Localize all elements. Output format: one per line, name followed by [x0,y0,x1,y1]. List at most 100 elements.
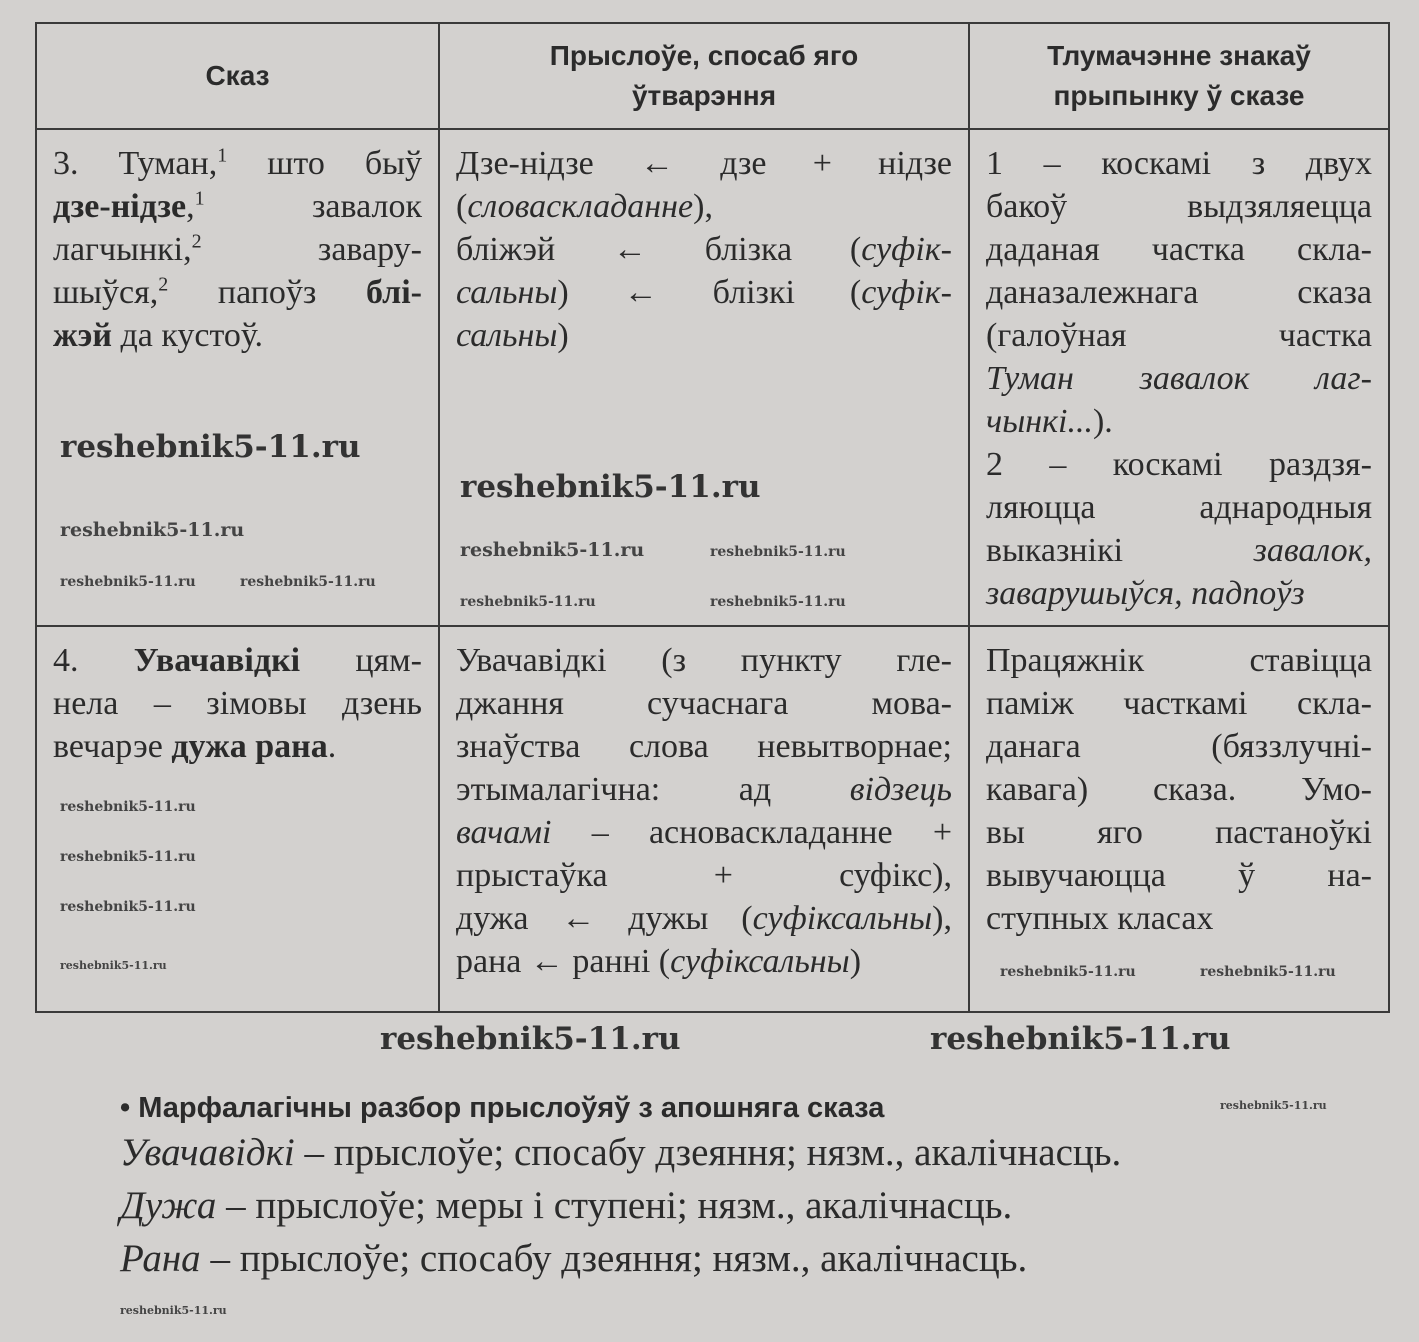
watermark: reshebnik5-11.ru [120,1304,227,1317]
text-segment: рана ← ранні ( [456,943,671,980]
text-segment: суфіксальны [752,900,933,937]
text-line: даназалежнага сказа [986,271,1372,314]
text-segment: 3. Туман, [53,145,218,182]
watermark: reshebnik5-11.ru [60,849,196,865]
text-line: прыстаўка + суфікс), [456,854,952,897]
text-segment: сальны [456,317,558,354]
text-segment: Увачавідкі (з пункту гле- [456,642,952,679]
text-segment: – асноваскладанне + [551,814,952,851]
text-segment: . [327,728,337,765]
table-row: 4. Увачавідкі цям-нела – зімовы дзень веч… [35,625,1390,1013]
text-line: 3. Туман,1 што быў [53,142,422,185]
text-segment: кавага) сказа. Умо- [986,771,1372,808]
header-punctuation: Тлумачэнне знакаў прыпынку ў сказе [968,22,1390,130]
watermark: reshebnik5-11.ru [1220,1099,1327,1112]
text-line: вы яго пастаноўкі [986,811,1372,854]
text-line: жэй да кустоў. [53,314,422,357]
text-segment: лагчынкі, [53,231,192,268]
text-segment: данага (бяззлучні- [986,728,1372,765]
text-segment: вывучаюцца ў на- [986,857,1372,894]
watermark: reshebnik5-11.ru [60,799,196,815]
text-segment: выказнікі [986,532,1254,569]
text-line: 1 – коскамі з двух [986,142,1372,185]
text-line: джання сучаснага мова- [456,682,952,725]
text-line: дужа ← дужы (суфіксальны), [456,897,952,940]
text-segment: вечарэе [53,728,172,765]
watermark: reshebnik5-11.ru [60,959,167,972]
text-segment: відзець [849,771,952,808]
text-segment: ) [557,317,569,354]
footnote-mark: 2 [158,273,169,296]
text-segment: (галоўная частка [986,317,1372,354]
adverb-word: Рана [120,1237,201,1280]
text-segment: прыстаўка + суфікс), [456,857,952,894]
text-segment: знаўства слова невытворнае; [456,728,952,765]
text-segment: 2 – коскамі раздзя- [986,446,1372,483]
text-segment: суфік- [861,231,952,268]
morphology-section: • Марфалагічны разбор прыслоўяў з апошня… [120,1090,1380,1285]
text-segment: бакоў выдзяляецца [986,188,1372,225]
watermark: reshebnik5-11.ru [60,429,361,465]
adverb-word: Увачавідкі [120,1131,295,1174]
text-segment: чынкі... [986,403,1093,440]
watermark: reshebnik5-11.ru [1200,964,1336,980]
text-segment: папоўз [168,274,366,311]
text-line: вечарэе дужа рана. [53,725,422,768]
text-segment: ), [932,900,952,937]
text-segment: дужа рана [171,728,328,765]
text-segment: даданая частка скла- [986,231,1372,268]
adverb-analysis: – прыслоўе; спосабу дзеяння; нязм., акал… [294,1131,1122,1174]
text-line: шыўся,2 папоўз блі- [53,271,422,314]
watermark: reshebnik5-11.ru [930,1021,1231,1057]
footnote-mark: 2 [191,230,202,253]
text-line: Дзе-нідзе ← дзе + нідзе [456,142,952,185]
morph-line: Дужа – прыслоўе; меры і ступені; нязм., … [120,1179,1380,1232]
text-segment: дужа ← дужы ( [456,900,753,937]
text-segment: вы яго пастаноўкі [986,814,1372,851]
text-segment: да кустоў. [111,317,263,354]
adverb-word: Дужа [120,1184,217,1227]
cell-punctuation: 1 – коскамі з двух бакоў выдзяляецца дадан… [968,128,1390,627]
watermark: reshebnik5-11.ru [460,469,761,505]
watermark: reshebnik5-11.ru [60,574,196,590]
text-line: ступных класах [986,897,1372,940]
text-segment: суфік- [861,274,952,311]
text-segment: Працяжнік ставіцца [986,642,1372,679]
analysis-table: Сказ Прыслоўе, спосаб яго ўтварэння Тлум… [35,22,1390,1013]
watermark: reshebnik5-11.ru [60,899,196,915]
watermark: reshebnik5-11.ru [460,539,645,561]
text-segment: нела – зімовы дзень [53,685,422,722]
text-segment: этымалагічна: ад [456,771,850,808]
text-segment: завалок, [1253,532,1372,569]
text-segment: словаскладанне [467,188,694,225]
text-segment: Туман завалок лаг- [986,360,1372,397]
text-segment: даназалежнага сказа [986,274,1372,311]
text-line: ляюцца аднародныя [986,486,1372,529]
text-segment: ступных класах [986,900,1214,937]
text-segment: ( [456,188,468,225]
adverb-analysis: – прыслоўе; меры і ступені; нязм., акалі… [216,1184,1013,1227]
cell-adverb: Дзе-нідзе ← дзе + нідзе (словаскладанне),… [438,128,970,627]
footnote-mark: 1 [217,144,228,167]
cell-sentence: 3. Туман,1 што быў дзе-нідзе,1 завалок лаг… [35,128,440,627]
watermark: reshebnik5-11.ru [60,519,245,541]
text-line: 4. Увачавідкі цям- [53,639,422,682]
text-line: Туман завалок лаг- [986,357,1372,400]
adverb-analysis: – прыслоўе; спосабу дзеяння; нязм., акал… [200,1237,1028,1280]
text-line: рана ← ранні (суфіксальны) [456,940,952,983]
text-line: Працяжнік ставіцца [986,639,1372,682]
table-header-row: Сказ Прыслоўе, спосаб яго ўтварэння Тлум… [35,22,1390,130]
header-sentence: Сказ [35,22,440,130]
text-segment: , [186,188,195,225]
text-segment: ). [1092,403,1113,440]
text-segment: сальны [456,274,558,311]
text-segment: вачамі [456,814,552,851]
text-segment: завалок [204,188,422,225]
text-segment: паміж часткамі скла- [986,685,1372,722]
cell-punctuation: Працяжнік ставіцца паміж часткамі скла-да… [968,625,1390,1013]
text-line: паміж часткамі скла- [986,682,1372,725]
text-segment: шыўся, [53,274,159,311]
watermark: reshebnik5-11.ru [460,594,596,610]
text-segment: 1 – коскамі з двух [986,145,1372,182]
watermark: reshebnik5-11.ru [710,544,846,560]
